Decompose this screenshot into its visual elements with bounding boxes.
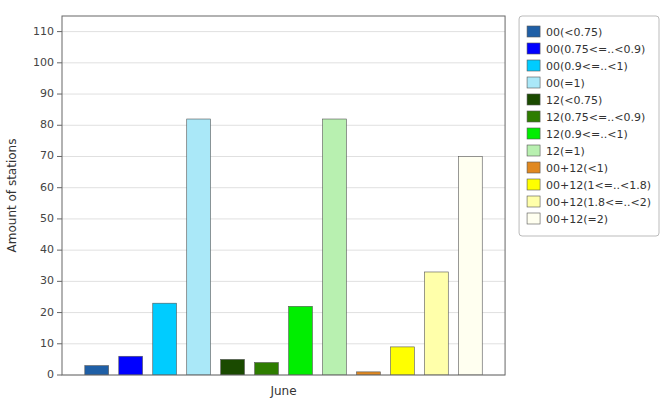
legend-label: 00(0.9<=..<1) [546, 60, 628, 73]
legend-label: 12(<0.75) [546, 94, 602, 107]
plot-frame [62, 16, 505, 375]
tick-label: 80 [40, 118, 54, 131]
legend-label: 00(0.75<=..<0.9) [546, 43, 645, 56]
legend-label: 00(<0.75) [546, 26, 602, 39]
tick-label: 30 [40, 274, 54, 287]
y-axis: 0 10 20 30 40 50 60 70 80 90 100 110 [33, 25, 62, 381]
tick-label: 60 [40, 181, 54, 194]
grid-line [62, 250, 505, 251]
tick-label: 70 [40, 149, 54, 162]
bar [153, 303, 177, 375]
legend-label: 00+12(<1) [546, 162, 608, 175]
chart-svg: 0 10 20 30 40 50 60 70 80 90 100 110 June Amount of s… [0, 0, 667, 415]
legend-swatch [527, 111, 540, 122]
tick-label: 0 [47, 368, 54, 381]
tick-label: 110 [33, 25, 54, 38]
tick-label: 100 [33, 56, 54, 69]
legend-swatch [527, 213, 540, 224]
bar [424, 272, 448, 375]
tick-mark [57, 125, 62, 126]
category-label: June [269, 384, 296, 398]
legend-label: 12(0.75<=..<0.9) [546, 111, 645, 124]
x-axis: June [269, 384, 296, 398]
tick-mark [57, 343, 62, 344]
bar [289, 306, 313, 375]
grid-line [62, 31, 505, 32]
grid-line [62, 94, 505, 95]
tick-label: 50 [40, 212, 54, 225]
legend-swatch [527, 179, 540, 190]
y-axis-label: Amount of stations [5, 139, 19, 253]
legend-swatch [527, 196, 540, 207]
bar [255, 363, 279, 375]
grid-line [62, 218, 505, 219]
tick-label: 40 [40, 243, 54, 256]
tick-mark [57, 375, 62, 376]
legend-swatch [527, 60, 540, 71]
grid-line [62, 62, 505, 63]
tick-mark [57, 94, 62, 95]
tick-mark [57, 312, 62, 313]
legend: 00(<0.75) 00(0.75<=..<0.9) 00(0.9<=..<1) 00… [519, 16, 659, 236]
tick-mark [57, 250, 62, 251]
bar [187, 119, 211, 375]
legend-swatch [527, 162, 540, 173]
plot-background [62, 16, 505, 375]
grid-line [62, 156, 505, 157]
tick-mark [57, 281, 62, 282]
tick-mark [57, 156, 62, 157]
tick-mark [57, 187, 62, 188]
bar [458, 156, 482, 375]
legend-label: 00(=1) [546, 77, 585, 90]
grid [62, 32, 505, 375]
legend-swatch [527, 77, 540, 88]
legend-label: 00+12(=2) [546, 213, 608, 226]
grid-line [62, 187, 505, 188]
legend-swatch [527, 94, 540, 105]
bar [323, 119, 347, 375]
tick-mark [57, 218, 62, 219]
legend-swatch [527, 43, 540, 54]
tick-label: 90 [40, 87, 54, 100]
legend-label: 12(0.9<=..<1) [546, 128, 628, 141]
legend-swatch [527, 145, 540, 156]
legend-swatch [527, 128, 540, 139]
chart-container: 0 10 20 30 40 50 60 70 80 90 100 110 June Amount of s… [0, 0, 667, 415]
bar [119, 356, 143, 375]
tick-mark [57, 62, 62, 63]
legend-label: 12(=1) [546, 145, 585, 158]
legend-box [519, 16, 659, 236]
legend-label: 00+12(1.8<=..<2) [546, 196, 651, 209]
tick-label: 10 [40, 337, 54, 350]
legend-label: 00+12(1<=..<1.8) [546, 179, 651, 192]
legend-swatch [527, 26, 540, 37]
tick-mark [57, 31, 62, 32]
bar [221, 359, 245, 375]
tick-label: 20 [40, 306, 54, 319]
grid-line [62, 125, 505, 126]
bars [85, 119, 482, 375]
bar [391, 347, 415, 375]
bar [85, 366, 109, 375]
